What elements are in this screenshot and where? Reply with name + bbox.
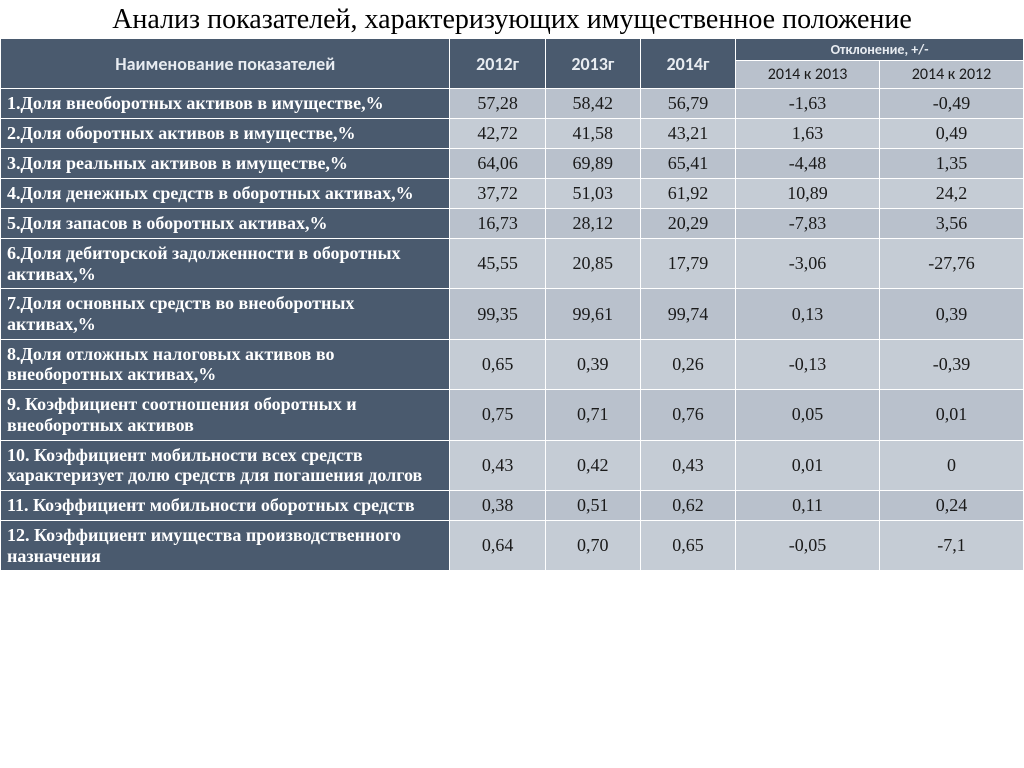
cell-y2013: 51,03	[545, 179, 640, 209]
table-row: 2.Доля оборотных активов в имуществе,%42…	[1, 119, 1024, 149]
row-name: 7.Доля основных средств во внеоборотных …	[1, 289, 450, 339]
cell-d2: 3,56	[880, 209, 1024, 239]
cell-d1: -3,06	[736, 239, 880, 289]
col-header-deviation: Отклонение, +/-	[736, 39, 1024, 61]
cell-y2014: 43,21	[640, 119, 735, 149]
col-header-name: Наименование показателей	[1, 39, 450, 89]
cell-d1: 0,01	[736, 440, 880, 490]
cell-y2013: 20,85	[545, 239, 640, 289]
col-header-2013: 2013г	[545, 39, 640, 89]
cell-y2013: 28,12	[545, 209, 640, 239]
table-row: 10. Коэффициент мобильности всех средств…	[1, 440, 1024, 490]
cell-y2012: 64,06	[450, 149, 545, 179]
cell-y2012: 0,38	[450, 490, 545, 520]
table-row: 9. Коэффициент соотношения оборотных и в…	[1, 390, 1024, 440]
cell-d2: 1,35	[880, 149, 1024, 179]
cell-y2014: 65,41	[640, 149, 735, 179]
row-name: 1.Доля внеоборотных активов в имуществе,…	[1, 89, 450, 119]
cell-d1: -1,63	[736, 89, 880, 119]
row-name: 4.Доля денежных средств в оборотных акти…	[1, 179, 450, 209]
cell-y2013: 58,42	[545, 89, 640, 119]
cell-d1: -4,48	[736, 149, 880, 179]
cell-y2013: 0,71	[545, 390, 640, 440]
col-header-2012: 2012г	[450, 39, 545, 89]
cell-y2014: 20,29	[640, 209, 735, 239]
cell-d2: 0,39	[880, 289, 1024, 339]
table-row: 11. Коэффициент мобильности оборотных ср…	[1, 490, 1024, 520]
cell-y2014: 56,79	[640, 89, 735, 119]
table-row: 3.Доля реальных активов в имуществе,%64,…	[1, 149, 1024, 179]
table-row: 8.Доля отложных налоговых активов во вне…	[1, 339, 1024, 389]
row-name: 3.Доля реальных активов в имуществе,%	[1, 149, 450, 179]
cell-y2013: 0,42	[545, 440, 640, 490]
cell-y2012: 37,72	[450, 179, 545, 209]
indicators-table: Наименование показателей 2012г 2013г 201…	[0, 38, 1024, 571]
cell-y2013: 99,61	[545, 289, 640, 339]
cell-d1: -0,13	[736, 339, 880, 389]
cell-y2012: 0,75	[450, 390, 545, 440]
cell-y2013: 0,51	[545, 490, 640, 520]
row-name: 6.Доля дебиторской задолженности в оборо…	[1, 239, 450, 289]
cell-d2: 0,01	[880, 390, 1024, 440]
table-row: 5.Доля запасов в оборотных активах,%16,7…	[1, 209, 1024, 239]
cell-d2: -27,76	[880, 239, 1024, 289]
table-body: 1.Доля внеоборотных активов в имуществе,…	[1, 89, 1024, 571]
cell-y2012: 16,73	[450, 209, 545, 239]
cell-d2: 0,24	[880, 490, 1024, 520]
cell-y2014: 99,74	[640, 289, 735, 339]
cell-y2012: 0,64	[450, 520, 545, 570]
cell-y2012: 57,28	[450, 89, 545, 119]
row-name: 5.Доля запасов в оборотных активах,%	[1, 209, 450, 239]
cell-d2: 24,2	[880, 179, 1024, 209]
cell-d1: 0,05	[736, 390, 880, 440]
row-name: 12. Коэффициент имущества производственн…	[1, 520, 450, 570]
row-name: 9. Коэффициент соотношения оборотных и в…	[1, 390, 450, 440]
cell-y2012: 99,35	[450, 289, 545, 339]
cell-y2012: 42,72	[450, 119, 545, 149]
cell-d2: -0,39	[880, 339, 1024, 389]
cell-y2014: 0,65	[640, 520, 735, 570]
row-name: 11. Коэффициент мобильности оборотных ср…	[1, 490, 450, 520]
row-name: 2.Доля оборотных активов в имуществе,%	[1, 119, 450, 149]
table-row: 4.Доля денежных средств в оборотных акти…	[1, 179, 1024, 209]
cell-d1: 0,11	[736, 490, 880, 520]
page-title: Анализ показателей, характеризующих имущ…	[0, 0, 1024, 38]
cell-y2013: 0,70	[545, 520, 640, 570]
row-name: 8.Доля отложных налоговых активов во вне…	[1, 339, 450, 389]
cell-d2: -0,49	[880, 89, 1024, 119]
cell-d1: -0,05	[736, 520, 880, 570]
cell-y2012: 0,43	[450, 440, 545, 490]
cell-y2013: 41,58	[545, 119, 640, 149]
table-row: 7.Доля основных средств во внеоборотных …	[1, 289, 1024, 339]
cell-y2014: 17,79	[640, 239, 735, 289]
cell-d1: 10,89	[736, 179, 880, 209]
cell-y2014: 0,43	[640, 440, 735, 490]
cell-d1: -7,83	[736, 209, 880, 239]
table-row: 12. Коэффициент имущества производственн…	[1, 520, 1024, 570]
cell-y2014: 0,76	[640, 390, 735, 440]
col-header-2014: 2014г	[640, 39, 735, 89]
cell-d1: 1,63	[736, 119, 880, 149]
cell-d2: 0	[880, 440, 1024, 490]
cell-y2012: 0,65	[450, 339, 545, 389]
cell-d2: 0,49	[880, 119, 1024, 149]
table-row: 6.Доля дебиторской задолженности в оборо…	[1, 239, 1024, 289]
cell-y2014: 0,62	[640, 490, 735, 520]
row-name: 10. Коэффициент мобильности всех средств…	[1, 440, 450, 490]
cell-y2014: 0,26	[640, 339, 735, 389]
cell-y2012: 45,55	[450, 239, 545, 289]
cell-d1: 0,13	[736, 289, 880, 339]
cell-y2013: 69,89	[545, 149, 640, 179]
col-header-dev-2014-2013: 2014 к 2013	[736, 61, 880, 89]
cell-y2013: 0,39	[545, 339, 640, 389]
cell-y2014: 61,92	[640, 179, 735, 209]
cell-d2: -7,1	[880, 520, 1024, 570]
table-row: 1.Доля внеоборотных активов в имуществе,…	[1, 89, 1024, 119]
col-header-dev-2014-2012: 2014 к 2012	[880, 61, 1024, 89]
